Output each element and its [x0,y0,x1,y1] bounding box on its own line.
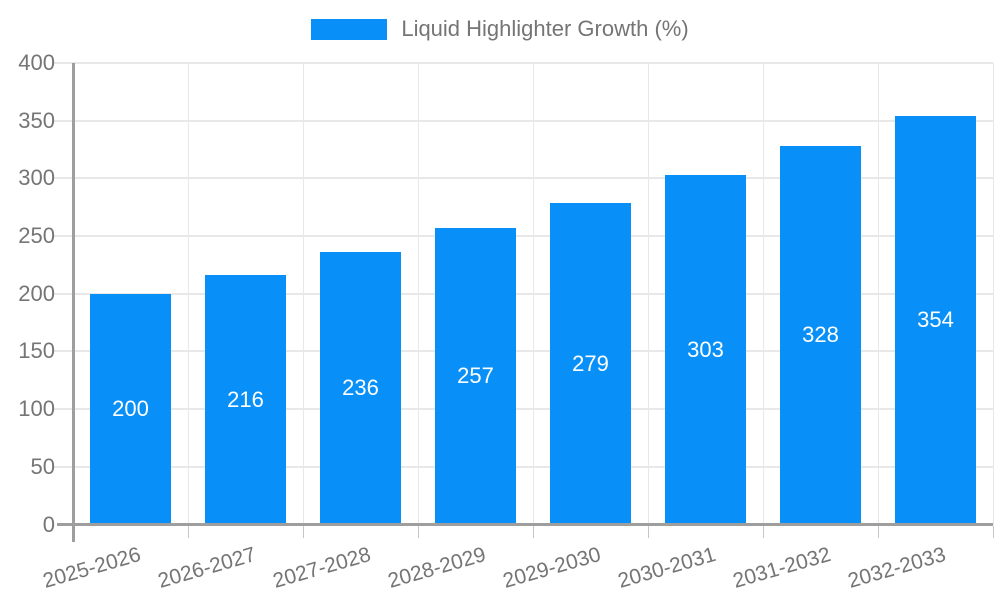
bar[interactable] [434,227,517,525]
x-gridline [647,63,649,525]
bar-value-label: 279 [572,350,609,376]
legend-swatch [311,18,388,40]
y-gridline [53,292,993,295]
x-gridline [992,63,994,525]
x-tick [417,526,419,538]
bar-value-label: 236 [342,375,379,401]
y-gridline [53,62,993,64]
y-gridline [53,119,993,122]
x-gridline [417,63,419,525]
y-tick-label: 200 [18,280,55,306]
y-gridline [53,465,993,468]
y-tick-label: 350 [18,107,55,133]
x-gridline [302,63,304,525]
legend-label: Liquid Highlighter Growth (%) [401,16,689,41]
x-gridline [762,63,764,525]
bar-value-label: 257 [457,363,494,389]
y-tick-label: 300 [18,165,55,191]
x-tick [992,526,994,538]
y-axis-line [71,63,75,542]
y-tick-label: 100 [18,396,55,422]
bar[interactable] [204,275,287,525]
y-gridline [53,408,993,411]
bar-value-label: 354 [917,307,954,333]
y-tick-label: 250 [18,223,55,249]
bar[interactable] [894,116,977,525]
bar-value-label: 303 [687,336,724,362]
x-tick [532,526,534,538]
bar-value-label: 200 [112,396,149,422]
x-tick [647,526,649,538]
bar[interactable] [779,146,862,525]
y-gridline [53,235,993,238]
x-tick [877,526,879,538]
y-gridline [53,177,993,180]
bar[interactable] [319,252,402,525]
y-gridline [53,350,993,353]
y-tick-label: 50 [30,453,55,479]
bar[interactable] [664,174,747,525]
bar-value-label: 216 [227,386,264,412]
x-gridline [532,63,534,525]
y-tick-label: 0 [42,511,55,537]
x-axis-line [57,523,993,526]
y-tick-label: 400 [18,50,55,75]
bar[interactable] [89,293,172,525]
x-tick [302,526,304,538]
x-gridline [877,63,879,525]
x-tick [187,526,189,538]
legend: Liquid Highlighter Growth (%) [0,18,1000,40]
x-gridline [187,63,189,525]
bar-value-label: 328 [802,322,839,348]
x-tick [762,526,764,538]
bar[interactable] [549,202,632,525]
y-tick-label: 150 [18,338,55,364]
